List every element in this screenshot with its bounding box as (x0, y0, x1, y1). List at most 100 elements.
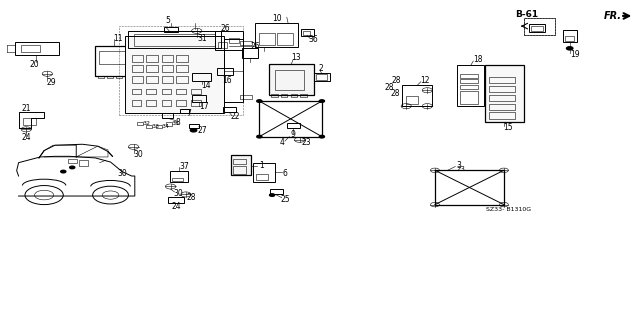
Bar (98, 76, 104, 78)
Bar (192, 73, 211, 81)
Bar (164, 27, 177, 33)
Bar (168, 197, 184, 203)
Bar (259, 33, 275, 45)
Text: 16: 16 (223, 76, 232, 85)
Text: 2: 2 (319, 64, 324, 73)
Bar (23, 118, 36, 124)
Bar (147, 100, 156, 106)
Text: 19: 19 (571, 49, 580, 59)
Bar (79, 160, 88, 166)
Circle shape (566, 47, 573, 50)
Bar (402, 85, 433, 106)
Bar (156, 125, 163, 128)
Bar (166, 122, 173, 125)
Text: 20: 20 (29, 60, 38, 69)
Bar (116, 76, 122, 78)
Bar (461, 79, 478, 83)
Bar (224, 39, 243, 102)
Circle shape (190, 129, 196, 132)
Bar (218, 42, 227, 48)
Bar (458, 65, 484, 106)
Text: 7: 7 (187, 109, 191, 118)
Text: 25: 25 (280, 195, 290, 204)
Bar (240, 41, 252, 45)
Bar (316, 74, 327, 80)
Bar (531, 26, 543, 31)
Bar (172, 178, 183, 181)
Text: 8: 8 (176, 117, 180, 127)
Bar (162, 76, 173, 83)
Bar (176, 65, 188, 72)
Bar (461, 85, 478, 89)
Bar (256, 174, 268, 180)
Text: 32: 32 (142, 121, 150, 126)
Bar (216, 68, 232, 75)
Bar (461, 91, 478, 104)
Circle shape (70, 166, 75, 169)
Circle shape (269, 194, 275, 196)
Text: 13: 13 (291, 53, 301, 62)
Bar (68, 159, 77, 163)
Bar (170, 171, 188, 182)
Text: 11: 11 (113, 34, 123, 43)
Bar (270, 189, 283, 194)
Text: 12: 12 (420, 76, 430, 85)
Bar (489, 95, 515, 101)
Bar (301, 29, 314, 36)
Text: 4: 4 (279, 138, 284, 147)
Text: 27: 27 (197, 126, 207, 135)
Text: 10: 10 (272, 14, 282, 23)
Bar (484, 65, 524, 122)
Bar (162, 89, 172, 94)
Bar (134, 34, 215, 46)
Bar (229, 38, 239, 43)
Text: 21: 21 (22, 104, 31, 113)
Bar (564, 36, 574, 41)
Bar (253, 163, 275, 182)
Text: 26: 26 (250, 42, 260, 51)
Bar (162, 65, 173, 72)
Text: 9: 9 (291, 130, 296, 138)
Bar (107, 76, 113, 78)
Bar (132, 55, 143, 62)
Bar (230, 155, 251, 175)
Bar (99, 51, 125, 63)
Text: SZ33- B1310G: SZ33- B1310G (486, 207, 531, 212)
Bar (147, 76, 158, 83)
Text: 1: 1 (259, 161, 264, 170)
Text: 28: 28 (186, 193, 196, 202)
Bar (314, 73, 330, 81)
Bar (276, 33, 292, 45)
Circle shape (257, 135, 262, 138)
Bar (162, 55, 173, 62)
Bar (132, 100, 141, 106)
Bar (489, 104, 515, 110)
Bar (563, 30, 577, 42)
Bar (255, 23, 298, 47)
Text: 37: 37 (180, 162, 189, 171)
Text: 18: 18 (474, 55, 483, 64)
Text: 26: 26 (221, 24, 230, 33)
Bar (191, 100, 200, 106)
Text: 35: 35 (172, 122, 180, 126)
Bar (259, 101, 322, 137)
Text: 28: 28 (384, 83, 394, 92)
Circle shape (319, 135, 324, 138)
Bar (21, 45, 40, 51)
Bar (125, 36, 224, 114)
Bar (240, 95, 252, 99)
Bar (176, 89, 186, 94)
Text: 28: 28 (392, 76, 401, 85)
Bar (489, 86, 515, 92)
Bar (132, 76, 143, 83)
Bar (233, 159, 246, 164)
Bar (281, 94, 287, 97)
Text: FR.: FR. (604, 11, 622, 21)
Bar (269, 64, 314, 95)
Bar (162, 100, 172, 106)
Text: 30: 30 (173, 189, 183, 198)
Bar (191, 89, 200, 94)
Text: 30: 30 (133, 150, 143, 159)
Text: 15: 15 (504, 123, 513, 132)
Bar (242, 48, 258, 58)
